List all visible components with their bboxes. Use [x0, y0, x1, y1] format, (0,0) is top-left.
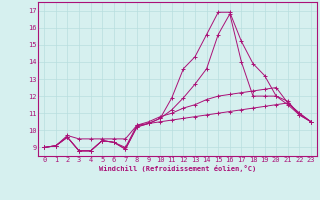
- X-axis label: Windchill (Refroidissement éolien,°C): Windchill (Refroidissement éolien,°C): [99, 165, 256, 172]
